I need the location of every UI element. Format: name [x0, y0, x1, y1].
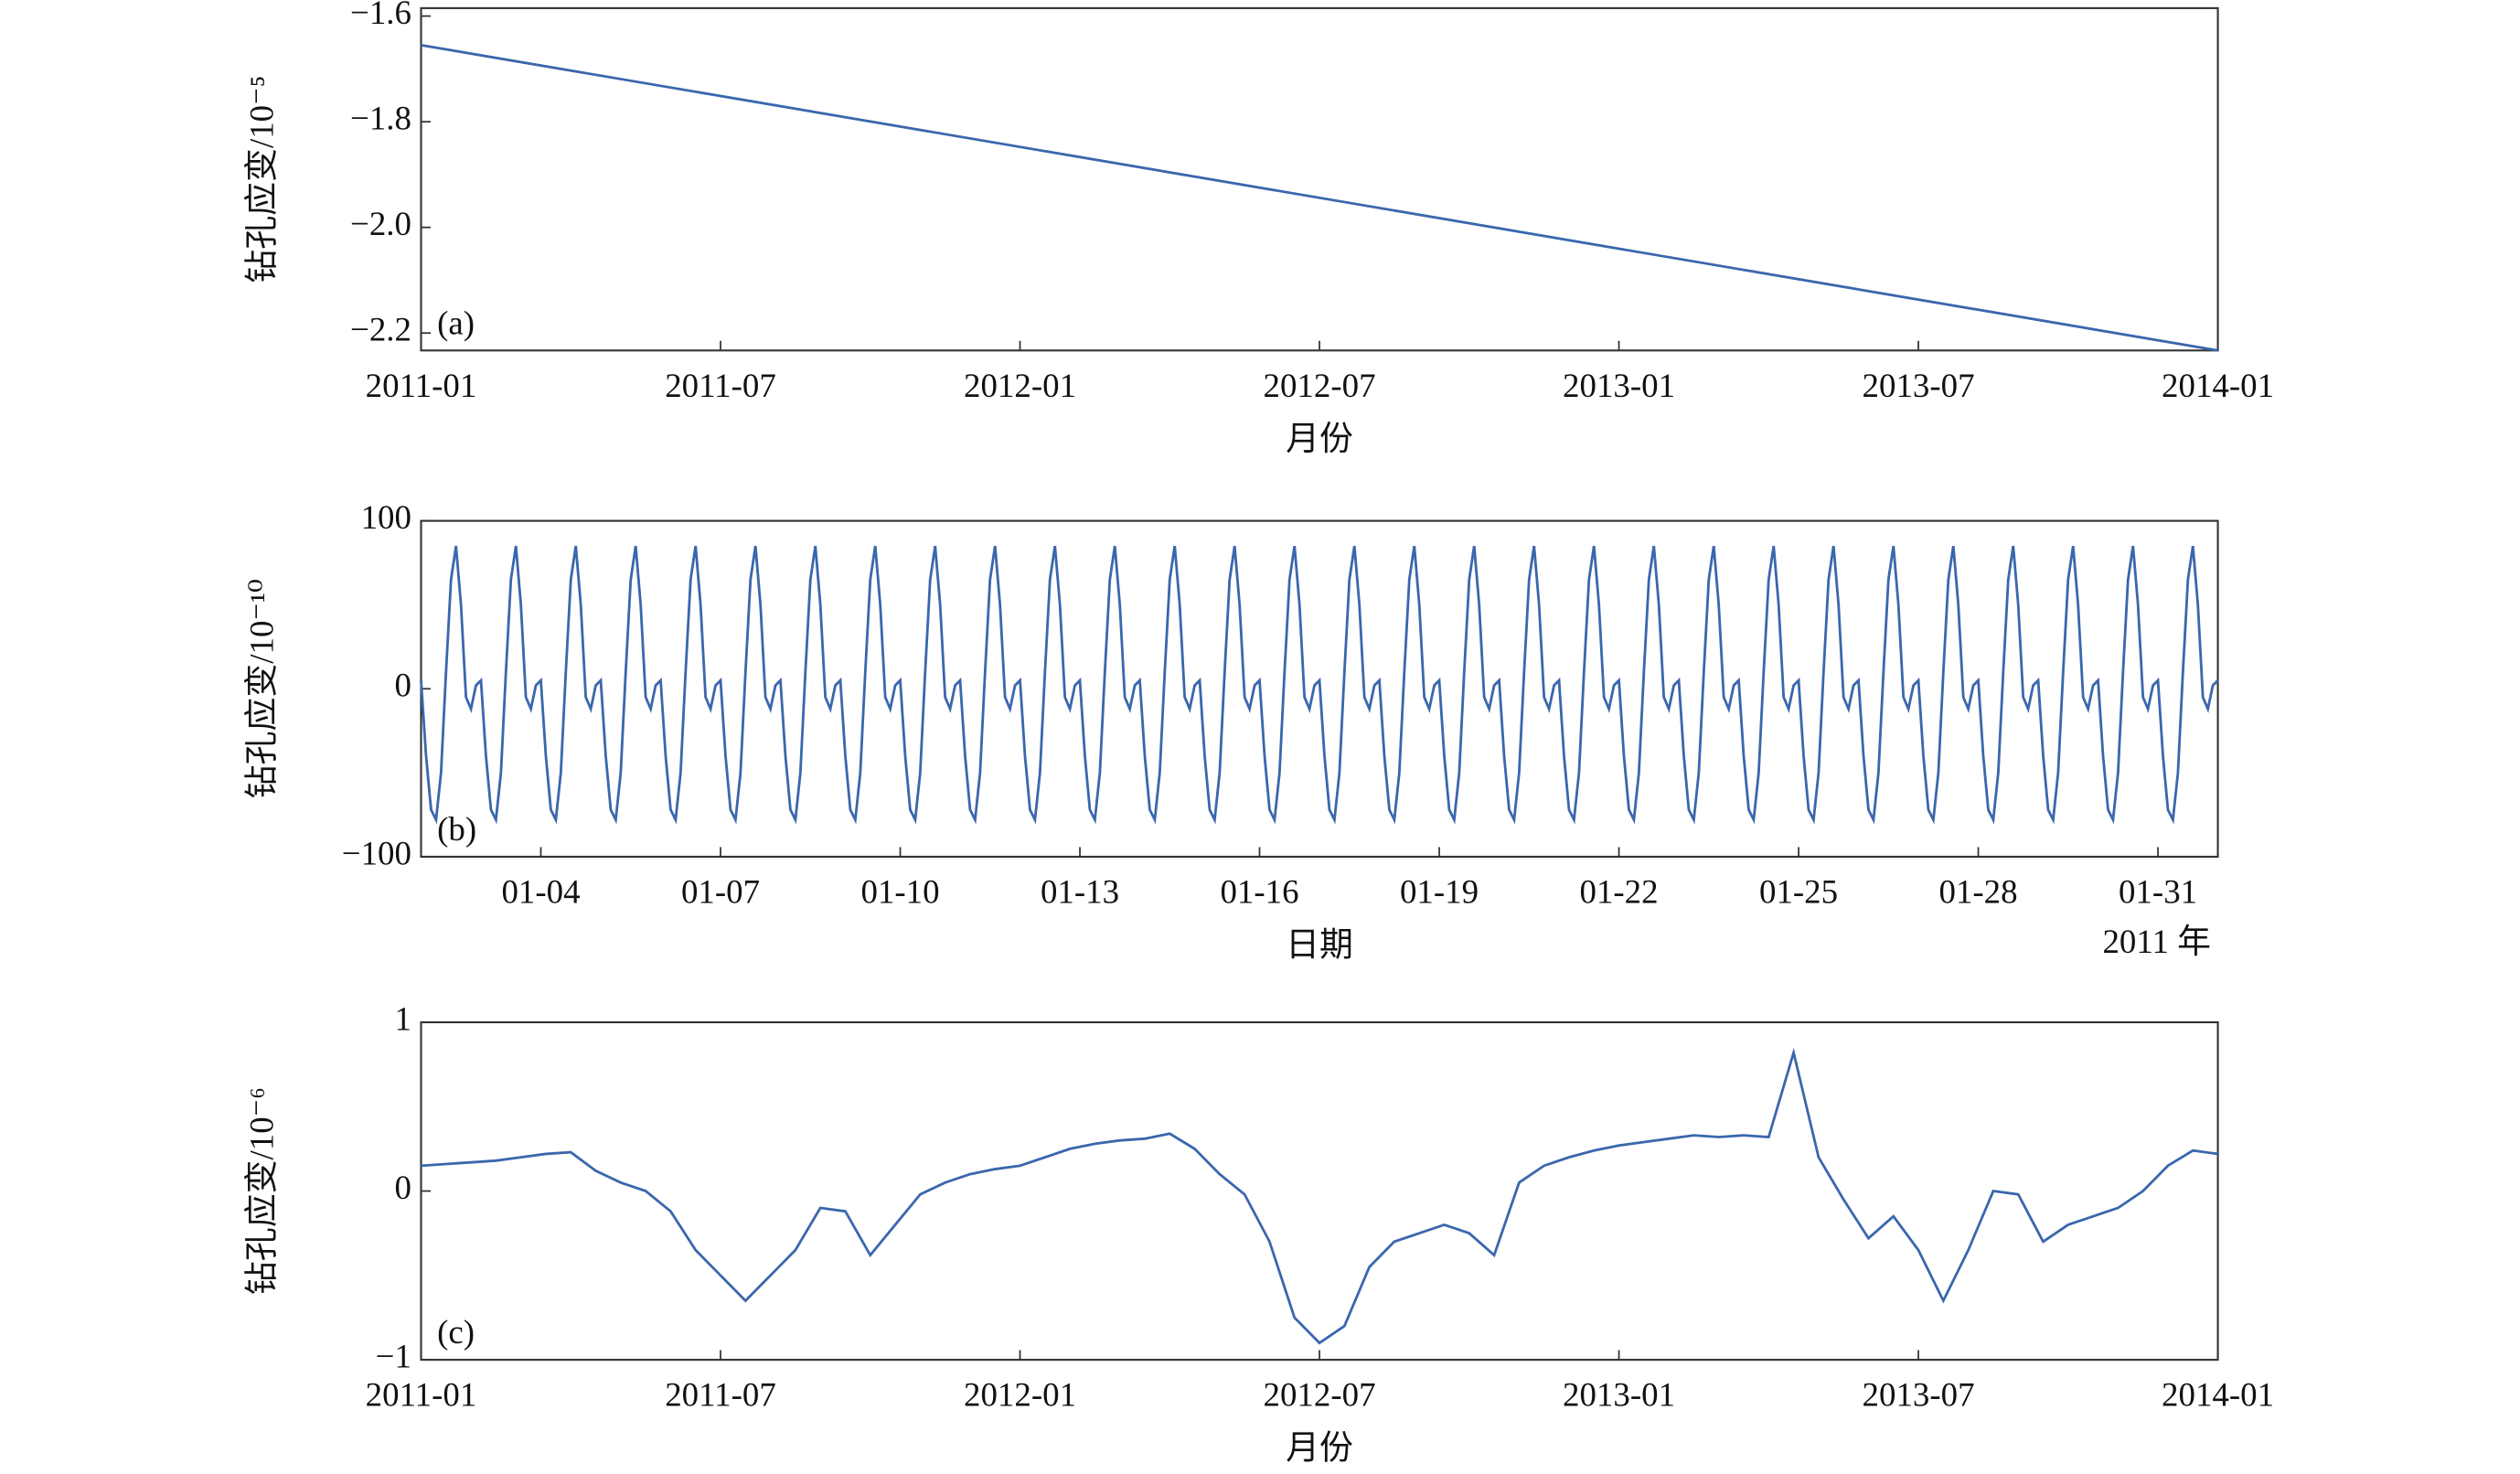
y-tick-label: 100	[361, 498, 411, 536]
x-tick-label: 01-28	[1938, 873, 2017, 911]
x-tick-label: 2012-07	[1264, 367, 1376, 404]
x-tick-label: 01-07	[681, 873, 760, 911]
x-tick-label: 2013-07	[1863, 367, 1975, 404]
x-tick-label: 01-10	[860, 873, 939, 911]
x-tick-label: 2013-01	[1563, 1376, 1675, 1414]
x-tick-label: 01-22	[1579, 873, 1658, 911]
x-tick-label: 2012-07	[1264, 1376, 1376, 1414]
x-tick-label: 2011-01	[366, 1376, 477, 1414]
y-tick-label: −1	[376, 1338, 411, 1375]
x-tick-label: 01-19	[1400, 873, 1479, 911]
y-tick-label: 1	[395, 999, 411, 1037]
plot-frame	[420, 6, 2219, 352]
x-tick-label: 01-04	[501, 873, 580, 911]
x-tick-label: 2013-01	[1563, 367, 1675, 404]
x-tick-label: 2014-01	[2162, 1376, 2274, 1414]
y-tick-label: −2.0	[350, 205, 411, 242]
x-tick-label: 2011-07	[665, 1376, 776, 1414]
y-tick-label: −100	[342, 834, 411, 871]
x-axis-label: 日期	[1286, 926, 1353, 964]
x-axis-label: 月份	[1286, 420, 1353, 457]
panel-label: (b)	[437, 810, 476, 849]
y-tick-label: 0	[395, 667, 411, 704]
data-line	[421, 43, 2218, 352]
x-axis-label: 月份	[1286, 1429, 1353, 1467]
panel-label: (a)	[437, 304, 475, 342]
x-tick-label: 2014-01	[2162, 367, 2274, 404]
x-tick-label: 01-13	[1041, 873, 1119, 911]
y-tick-label: −1.6	[350, 0, 411, 31]
panel-label: (c)	[437, 1313, 475, 1351]
x-tick-label: 2012-01	[964, 1376, 1076, 1414]
x-tick-label: 01-25	[1759, 873, 1838, 911]
y-axis-label: 钻孔应变/10⁻⁵	[242, 76, 280, 283]
y-tick-label: −1.8	[350, 100, 411, 137]
x-tick-label: 2011-07	[665, 367, 776, 404]
y-tick-label: −2.2	[350, 311, 411, 348]
y-axis-label: 钻孔应变/10⁻¹⁰	[242, 579, 280, 798]
annotation: 2011 年	[2102, 923, 2211, 960]
x-tick-label: 01-31	[2119, 873, 2197, 911]
x-tick-label: 2012-01	[964, 367, 1076, 404]
data-line	[420, 545, 2219, 825]
y-axis-label: 钻孔应变/10⁻⁶	[242, 1087, 280, 1295]
y-tick-label: 0	[395, 1169, 411, 1206]
x-tick-label: 2013-07	[1863, 1376, 1975, 1414]
x-tick-label: 2011-01	[366, 367, 477, 404]
data-line	[421, 1047, 2218, 1345]
plot-frame	[420, 1020, 2219, 1362]
x-tick-label: 01-16	[1220, 873, 1298, 911]
